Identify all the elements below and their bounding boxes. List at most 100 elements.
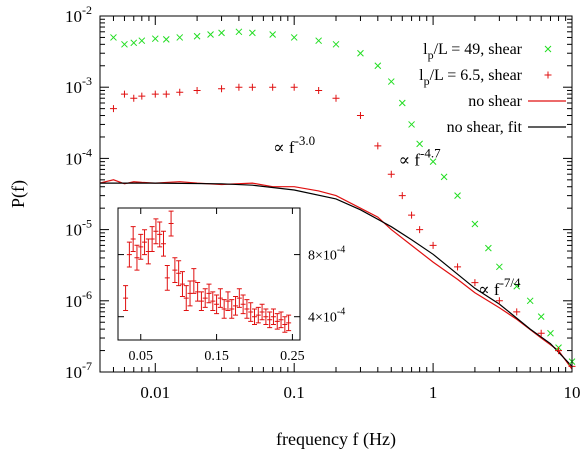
inset-error-point bbox=[172, 257, 178, 284]
data-point bbox=[110, 34, 117, 41]
data-point bbox=[248, 83, 256, 91]
y-tick-label: 10-3 bbox=[65, 74, 92, 97]
data-point bbox=[235, 28, 243, 36]
data-point bbox=[408, 121, 415, 128]
data-point bbox=[130, 94, 138, 102]
x-axis-label: frequency f (Hz) bbox=[276, 429, 396, 450]
series-1 bbox=[109, 83, 576, 370]
data-point bbox=[193, 32, 201, 40]
data-point bbox=[332, 40, 340, 48]
data-point bbox=[269, 31, 277, 38]
data-point bbox=[387, 78, 395, 85]
data-point bbox=[496, 263, 503, 271]
data-point bbox=[235, 83, 243, 91]
inset-error-point bbox=[187, 280, 193, 307]
inset-error-point bbox=[126, 241, 132, 268]
x-tick-label: 0.1 bbox=[284, 383, 305, 402]
inset-error-point bbox=[255, 306, 261, 324]
data-point bbox=[485, 244, 492, 252]
data-point bbox=[513, 308, 521, 316]
data-point bbox=[416, 140, 423, 148]
data-point bbox=[207, 31, 214, 38]
y-tick-label: 10-6 bbox=[65, 288, 92, 311]
data-point bbox=[193, 86, 201, 94]
inset-error-point bbox=[210, 291, 216, 311]
slope-annotation: ∝ f-4.7 bbox=[399, 145, 442, 169]
data-point bbox=[218, 29, 225, 37]
data-point bbox=[290, 34, 298, 41]
inset-error-point bbox=[263, 308, 269, 325]
data-point bbox=[121, 40, 128, 48]
data-point bbox=[429, 158, 437, 166]
data-point bbox=[429, 241, 437, 249]
inset-error-point bbox=[157, 221, 163, 248]
series-layer bbox=[99, 28, 576, 370]
data-point bbox=[315, 37, 322, 45]
inset-chart: 0.05 0.15 0.25 4×10-4 8×10-4 bbox=[117, 207, 345, 364]
data-point bbox=[374, 62, 382, 70]
data-point bbox=[526, 297, 534, 305]
inset-points bbox=[123, 210, 292, 333]
inset-error-point bbox=[233, 296, 239, 316]
inset-error-point bbox=[259, 303, 265, 321]
inset-x-tick-label: 0.25 bbox=[280, 349, 305, 364]
series-line bbox=[100, 182, 573, 367]
data-point bbox=[162, 90, 170, 98]
inset-error-point bbox=[176, 260, 182, 287]
data-point bbox=[454, 192, 461, 199]
data-point bbox=[120, 90, 128, 98]
data-point bbox=[454, 263, 462, 271]
data-point bbox=[495, 297, 503, 305]
inset-error-point bbox=[134, 244, 140, 271]
data-point bbox=[471, 279, 479, 287]
inset-error-point bbox=[161, 230, 166, 257]
data-point bbox=[547, 329, 554, 337]
inset-error-point bbox=[244, 299, 250, 319]
y-tick-label: 10-2 bbox=[65, 3, 92, 26]
data-point bbox=[176, 88, 184, 96]
data-point bbox=[374, 142, 382, 150]
inset-error-point bbox=[274, 313, 280, 330]
y-axis-label: P(f) bbox=[8, 180, 29, 208]
inset-error-point bbox=[130, 226, 136, 252]
annotations-layer: ∝ f-3.0 ∝ f-4.7 ∝ f-7/4 bbox=[273, 133, 521, 299]
inset-error-point bbox=[267, 311, 273, 329]
inset-y-tick-label: 8×10-4 bbox=[308, 245, 345, 264]
data-point bbox=[109, 105, 117, 113]
inset-error-point bbox=[168, 210, 174, 237]
inset-error-point bbox=[225, 291, 231, 311]
legend-entry-label: lp/L = 49, shear bbox=[423, 41, 523, 62]
inset-error-point bbox=[229, 299, 235, 319]
data-point bbox=[130, 39, 138, 47]
data-point bbox=[151, 90, 159, 98]
inset-error-point bbox=[142, 229, 148, 256]
data-point bbox=[440, 173, 448, 181]
inset-error-point bbox=[138, 233, 144, 260]
data-point bbox=[408, 211, 416, 219]
data-point bbox=[249, 29, 256, 37]
legend-entry-label: no shear bbox=[468, 93, 522, 110]
data-point bbox=[162, 35, 170, 43]
data-point bbox=[332, 94, 340, 102]
inset-error-point bbox=[198, 291, 204, 311]
y-tick-label: 10-7 bbox=[65, 359, 92, 382]
data-point bbox=[269, 83, 277, 91]
series-0 bbox=[110, 28, 576, 365]
inset-x-tick-label: 0.05 bbox=[129, 349, 154, 364]
inset-error-point bbox=[252, 308, 257, 325]
inset-frame bbox=[117, 207, 301, 341]
inset-error-point bbox=[270, 308, 276, 325]
inset-x-tick-label: 0.15 bbox=[204, 349, 229, 364]
data-point bbox=[398, 99, 406, 107]
inset-error-point bbox=[179, 271, 185, 298]
data-point bbox=[138, 37, 146, 45]
legend-marker bbox=[544, 71, 552, 79]
legend-entry-label: lp/L = 6.5, shear bbox=[419, 67, 523, 88]
data-point bbox=[513, 282, 521, 290]
data-point bbox=[471, 220, 479, 228]
inset-error-point bbox=[164, 264, 170, 291]
series-3 bbox=[100, 182, 573, 367]
inset-error-point bbox=[183, 285, 189, 311]
data-point bbox=[356, 112, 364, 120]
